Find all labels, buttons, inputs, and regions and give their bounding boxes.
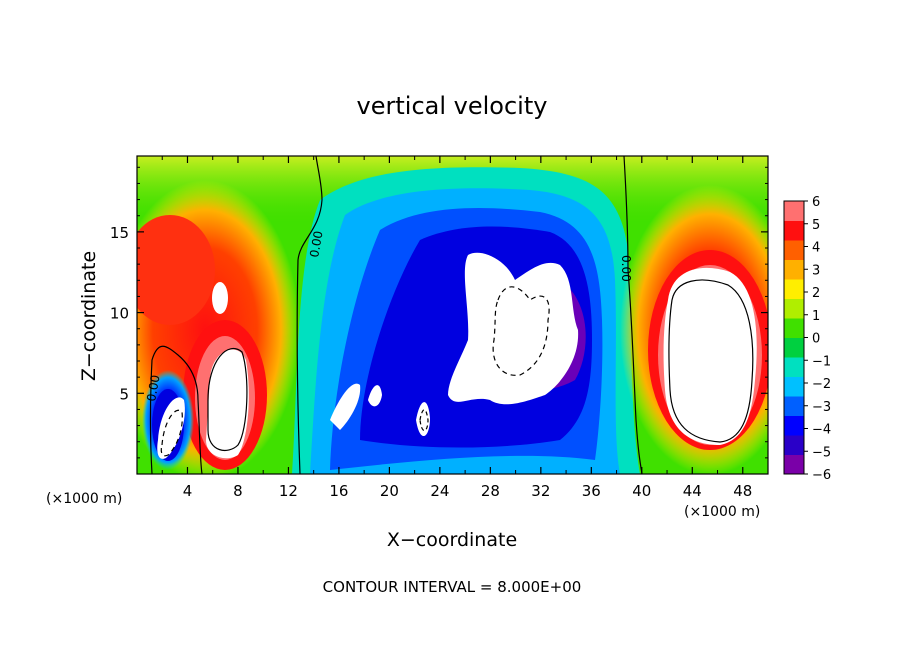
colorbar-swatch (784, 376, 804, 397)
downdraft-contour-left (160, 409, 183, 457)
right-updraft-white (663, 267, 757, 445)
white-core-small-1 (330, 383, 361, 430)
colorbar-tick-label: −1 (812, 354, 831, 369)
x-tick-label: 28 (481, 482, 500, 500)
colorbar-swatch (784, 259, 804, 280)
colorbar-swatch (784, 396, 804, 416)
contour-lines (149, 156, 754, 474)
updraft-contour-left (207, 347, 248, 452)
colorbar-swatch (784, 279, 804, 299)
left-upper-updraft (137, 215, 215, 325)
white-core-central (448, 252, 579, 405)
x-tick-label: 24 (430, 482, 449, 500)
x-tick-label: 36 (582, 482, 601, 500)
downdraft-contour-small (419, 409, 429, 432)
x-axis-ticks: 4 8 12 16 20 24 28 32 36 40 44 48 (161, 156, 752, 500)
plot-frame (136, 155, 769, 475)
colorbar-tick-label: 3 (812, 263, 820, 278)
y-axis-label: Z−coordinate (78, 251, 100, 381)
x-tick-label: 8 (233, 482, 243, 500)
colorbar-swatch (784, 435, 804, 455)
colorbar-swatch (784, 454, 804, 475)
colorbar-tick-label: −4 (812, 423, 831, 438)
colorbar-tick-label: −3 (812, 400, 831, 415)
contour-interval-note: CONTOUR INTERVAL = 8.000E+00 (323, 578, 582, 596)
x-unit-left: (×1000 m) (46, 491, 122, 507)
x-tick-label: 48 (733, 482, 752, 500)
x-axis-label: X−coordinate (387, 529, 517, 551)
x-tick-label: 40 (632, 482, 651, 500)
downdraft-contour-central (492, 286, 550, 376)
x-tick-label: 20 (380, 482, 399, 500)
x-tick-label: 4 (183, 482, 193, 500)
heatmap-field (137, 156, 768, 474)
left-upper-white (212, 282, 228, 314)
colorbar-swatch (784, 337, 804, 358)
contour-label-2: 0.00 (619, 255, 633, 282)
colorbar-swatch (784, 220, 804, 241)
colorbar-swatch (784, 240, 804, 260)
contour-label-1: 0.00 (307, 230, 325, 259)
contour-label-3: 0.00 (144, 374, 162, 403)
zero-contour-far-left (149, 345, 203, 474)
colorbar-tick-label: 6 (812, 195, 820, 210)
x-tick-label: 16 (329, 482, 348, 500)
colorbar-tick-label: 0 (812, 332, 820, 347)
x-tick-label: 32 (531, 482, 550, 500)
colorbar-swatch (784, 357, 804, 377)
colorbar-swatch (784, 298, 804, 319)
colorbar-tick-label: −6 (812, 468, 831, 483)
colorbar-tick-label: 1 (812, 309, 820, 324)
left-updraft-white (206, 349, 249, 459)
colorbar-tick-label: −5 (812, 445, 831, 460)
colorbar-swatch (784, 318, 804, 338)
white-core-small-2 (368, 385, 382, 407)
colorbar-swatch (784, 415, 804, 436)
y-axis-ticks: 5 10 15 (110, 166, 768, 459)
chart-title: vertical velocity (357, 92, 548, 120)
zero-contour-left (296, 156, 323, 474)
x-unit-right: (×1000 m) (684, 504, 760, 520)
colorbar-tick-label: 4 (812, 241, 820, 256)
colorbar-swatch (784, 201, 804, 221)
updraft-contour-right (668, 279, 754, 443)
x-tick-label: 12 (279, 482, 298, 500)
zero-contour-right (623, 156, 643, 474)
left-downdraft-white (157, 397, 185, 459)
colorbar: 6 5 4 3 2 1 0 −1 −2 −3 −4 −5 −6 (783, 195, 831, 483)
x-tick-label: 44 (683, 482, 702, 500)
colorbar-tick-label: 5 (812, 218, 820, 233)
colorbar-tick-label: 2 (812, 286, 820, 301)
colorbar-tick-label: −2 (812, 377, 831, 392)
y-tick-label: 10 (110, 305, 129, 323)
y-tick-label: 5 (119, 385, 129, 403)
y-tick-label: 15 (110, 224, 129, 242)
